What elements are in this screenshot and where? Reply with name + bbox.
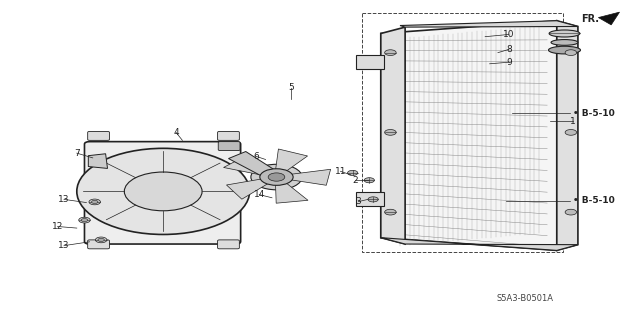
Text: S5A3-B0501A: S5A3-B0501A (496, 294, 554, 303)
Polygon shape (88, 154, 108, 168)
Text: 11: 11 (335, 167, 346, 176)
Text: 5: 5 (289, 83, 294, 92)
Polygon shape (381, 27, 405, 244)
Text: 1: 1 (570, 117, 575, 126)
Ellipse shape (551, 40, 578, 45)
Circle shape (89, 199, 100, 205)
Circle shape (565, 130, 577, 135)
Circle shape (95, 237, 107, 243)
Text: 7: 7 (74, 149, 79, 158)
Ellipse shape (548, 46, 580, 54)
Text: 2: 2 (353, 176, 358, 185)
Circle shape (565, 209, 577, 215)
FancyBboxPatch shape (218, 142, 240, 151)
Circle shape (92, 200, 98, 204)
Circle shape (348, 170, 358, 175)
Polygon shape (276, 149, 308, 172)
FancyBboxPatch shape (84, 142, 241, 244)
Text: 8: 8 (506, 45, 511, 54)
Circle shape (81, 219, 88, 222)
Text: 14: 14 (253, 190, 265, 199)
Text: • B-5-10: • B-5-10 (573, 197, 614, 205)
Circle shape (124, 172, 202, 211)
Text: 6: 6 (253, 152, 259, 161)
Polygon shape (557, 21, 578, 250)
FancyBboxPatch shape (218, 131, 239, 140)
Circle shape (260, 169, 293, 185)
Text: 4: 4 (173, 128, 179, 137)
Circle shape (385, 209, 396, 215)
Text: 13: 13 (58, 241, 70, 250)
FancyBboxPatch shape (88, 131, 109, 140)
Circle shape (268, 173, 285, 181)
Text: 13: 13 (58, 195, 70, 204)
Polygon shape (289, 169, 331, 185)
Circle shape (368, 197, 378, 202)
Polygon shape (598, 12, 620, 25)
FancyBboxPatch shape (218, 240, 239, 249)
Polygon shape (381, 21, 557, 250)
Circle shape (77, 148, 250, 234)
Circle shape (385, 50, 396, 56)
Text: • B-5-10: • B-5-10 (573, 109, 614, 118)
Polygon shape (381, 238, 578, 250)
Circle shape (98, 238, 104, 241)
Text: 3: 3 (356, 197, 361, 206)
Polygon shape (223, 156, 269, 175)
Ellipse shape (549, 30, 580, 37)
Circle shape (385, 130, 396, 135)
Polygon shape (227, 179, 269, 199)
Circle shape (251, 164, 302, 190)
Polygon shape (276, 182, 308, 203)
Polygon shape (400, 21, 578, 27)
Text: 9: 9 (506, 58, 511, 67)
Circle shape (79, 217, 90, 223)
Text: 10: 10 (503, 30, 515, 39)
Text: FR.: FR. (581, 14, 599, 24)
Polygon shape (356, 55, 384, 69)
Circle shape (364, 178, 374, 183)
Text: 12: 12 (52, 222, 63, 231)
Circle shape (565, 50, 577, 56)
Polygon shape (356, 192, 384, 206)
FancyBboxPatch shape (88, 240, 109, 249)
Polygon shape (228, 152, 273, 175)
